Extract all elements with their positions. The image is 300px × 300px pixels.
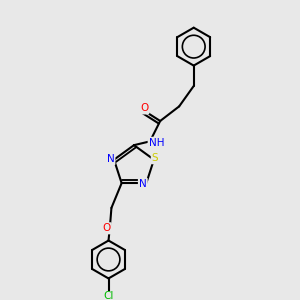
Text: N: N	[106, 154, 114, 164]
Text: NH: NH	[149, 138, 164, 148]
Text: O: O	[140, 103, 148, 113]
Text: Cl: Cl	[103, 291, 114, 300]
Text: S: S	[152, 153, 158, 163]
Text: N: N	[139, 179, 147, 189]
Text: O: O	[102, 223, 111, 233]
